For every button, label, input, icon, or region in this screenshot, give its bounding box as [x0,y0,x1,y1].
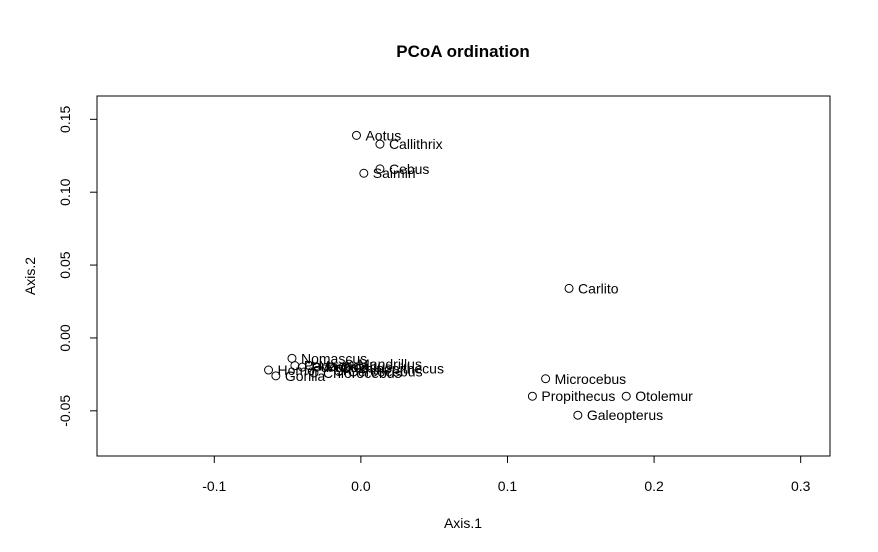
point-label: Pongo [311,359,352,375]
data-point [264,365,274,375]
point-label: Propithecus [541,388,615,404]
point-label: Otolemur [635,388,693,404]
point-label: Cercocebus [348,363,423,379]
point-label: Galeopterus [587,407,663,423]
chart-title: PCoA ordination [396,42,529,61]
y-tick-label: 0.15 [57,105,73,132]
data-point [573,410,583,420]
y-tick-label: 0.05 [57,251,73,278]
x-axis-title: Axis.1 [444,515,482,531]
y-tick-label: -0.05 [57,395,73,427]
point-label: Nomascus [301,350,367,366]
data-point [309,368,319,378]
data-point [334,366,344,376]
data-point [271,371,281,381]
x-tick-label: 0.2 [644,478,664,494]
point-label: Gorilla [285,368,326,384]
x-tick-label: 0.3 [791,478,811,494]
data-point [564,283,574,293]
data-point [375,164,385,174]
y-axis-title: Axis.2 [22,257,38,295]
point-label: Microcebus [555,371,627,387]
data-point [344,359,354,369]
y-tick-label: 0.00 [57,324,73,351]
point-label: Carlito [578,280,619,296]
data-point [375,139,385,149]
point-label: Mandrillus [358,356,422,372]
x-axis: -0.1 0.0 0.1 0.2 0.3 [202,455,811,494]
data-point [621,391,631,401]
x-tick-label: 0.1 [498,478,518,494]
point-label: Rhinopithecus [355,361,444,377]
data-point [527,391,537,401]
data-point [541,374,551,384]
point-label: Cebus [389,161,429,177]
data-point [312,362,322,372]
point-label: Saimiri [373,165,416,181]
x-tick-label: 0.0 [351,478,371,494]
data-point [327,362,337,372]
y-tick-label: 0.10 [57,178,73,205]
data-point [351,130,361,140]
x-tick-label: -0.1 [202,478,226,494]
data-point [359,168,369,178]
plot-frame [96,95,831,457]
point-label: Callithrix [389,136,443,152]
point-label: Aotus [365,127,401,143]
y-axis: -0.05 0.00 0.05 0.10 0.15 [57,105,98,427]
